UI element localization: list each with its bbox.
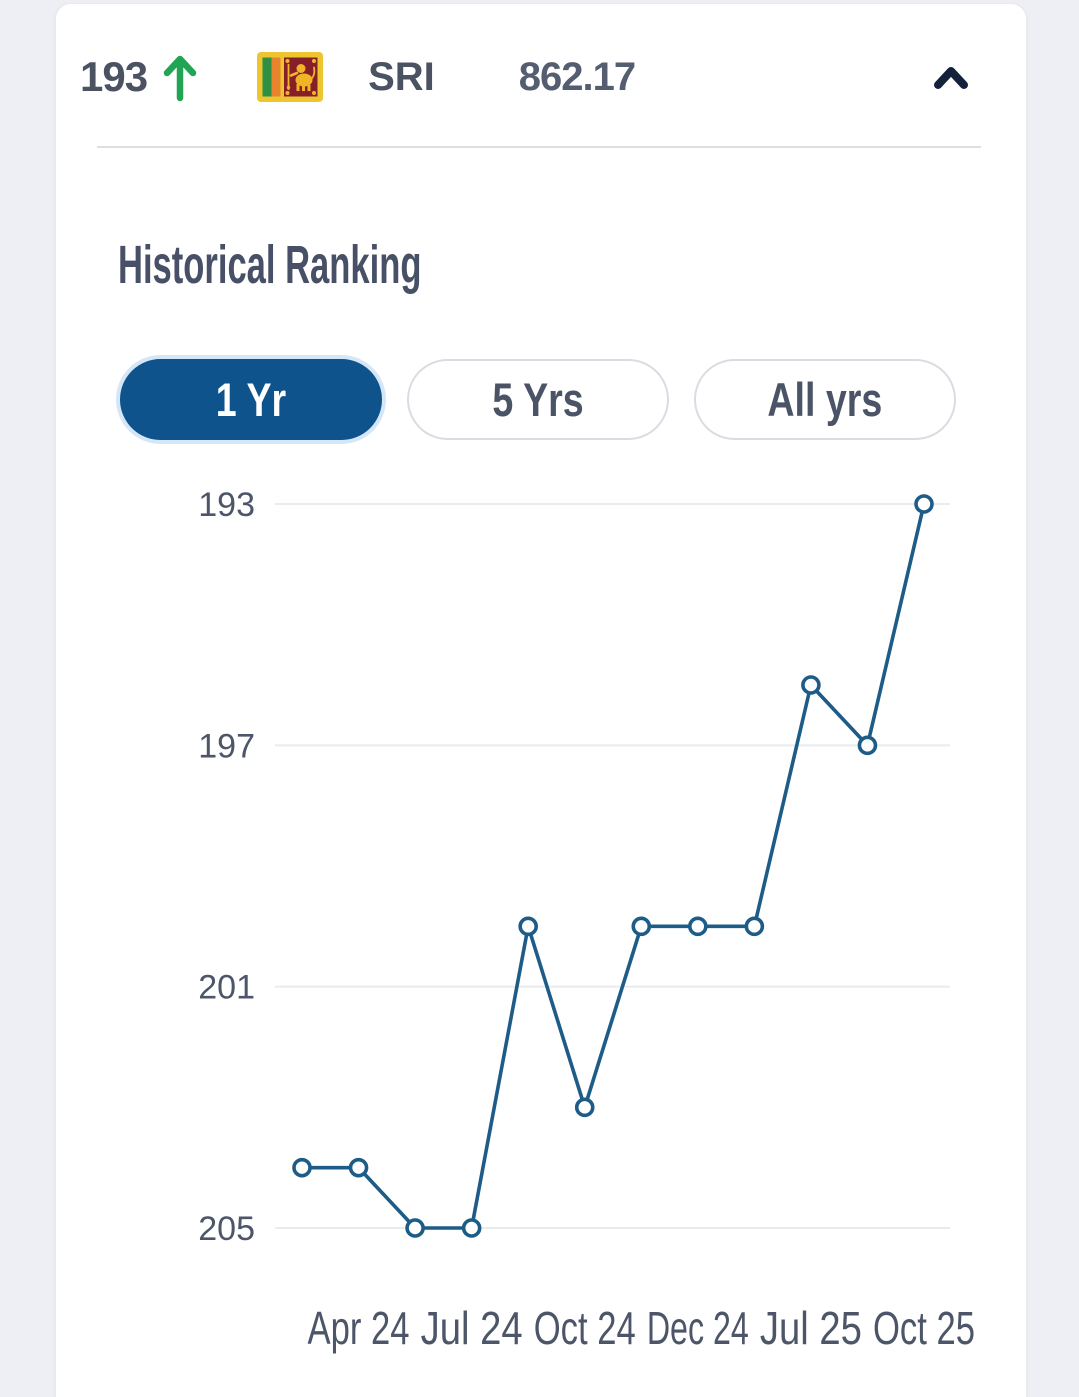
country-ranking-card: 193	[55, 3, 1027, 1397]
y-axis-tick-label: 193	[198, 486, 255, 524]
data-point-marker[interactable]	[461, 1218, 482, 1238]
data-point-marker[interactable]	[688, 916, 708, 937]
section-title: Historical Ranking	[118, 235, 422, 295]
rank-value: 193	[80, 53, 148, 100]
x-axis-tick-label: Jul 25	[760, 1302, 862, 1354]
points-value: 862.17	[518, 54, 636, 99]
country-code: SRI	[368, 54, 435, 99]
ranking-card-header[interactable]: 193	[56, 4, 1026, 146]
y-axis-tick-label: 201	[198, 969, 255, 1007]
data-point-marker[interactable]	[348, 1157, 369, 1178]
x-axis-tick-label: Apr 24	[308, 1302, 410, 1354]
data-point-marker[interactable]	[405, 1218, 425, 1238]
data-point-marker[interactable]	[857, 735, 878, 756]
x-axis-tick-label: Oct 25	[873, 1302, 975, 1354]
tab-5yrs[interactable]: 5 Yrs	[407, 359, 669, 440]
rank-up-arrow-icon	[161, 51, 199, 103]
data-point-marker[interactable]	[518, 916, 538, 937]
data-point-marker[interactable]	[801, 675, 821, 695]
data-point-marker[interactable]	[292, 1157, 312, 1178]
header-divider	[97, 146, 981, 148]
historical-ranking-chart: 193 197 201 205 Apr 24 Jul 24 Oct 24 Dec 24 Jul …	[198, 486, 975, 1354]
ranking-line	[302, 503, 926, 1230]
sri-lanka-flag-icon	[257, 52, 324, 102]
tab-1yr[interactable]: 1 Yr	[120, 359, 382, 440]
data-point-marker[interactable]	[631, 916, 652, 937]
data-point-marker[interactable]	[744, 916, 765, 937]
x-axis-tick-label: Oct 24	[534, 1302, 636, 1354]
y-axis-tick-label: 205	[198, 1210, 255, 1248]
data-point-marker[interactable]	[914, 494, 934, 514]
y-axis-tick-label: 197	[198, 727, 255, 765]
time-range-tabs: 1 Yr 5 Yrs All yrs	[120, 359, 956, 440]
x-axis-tick-label: Dec 24	[647, 1302, 749, 1354]
data-point-marker[interactable]	[574, 1097, 595, 1118]
x-axis-tick-label: Jul 24	[421, 1302, 523, 1354]
tab-allyrs[interactable]: All yrs	[694, 359, 956, 440]
collapse-chevron-icon[interactable]	[932, 62, 970, 92]
